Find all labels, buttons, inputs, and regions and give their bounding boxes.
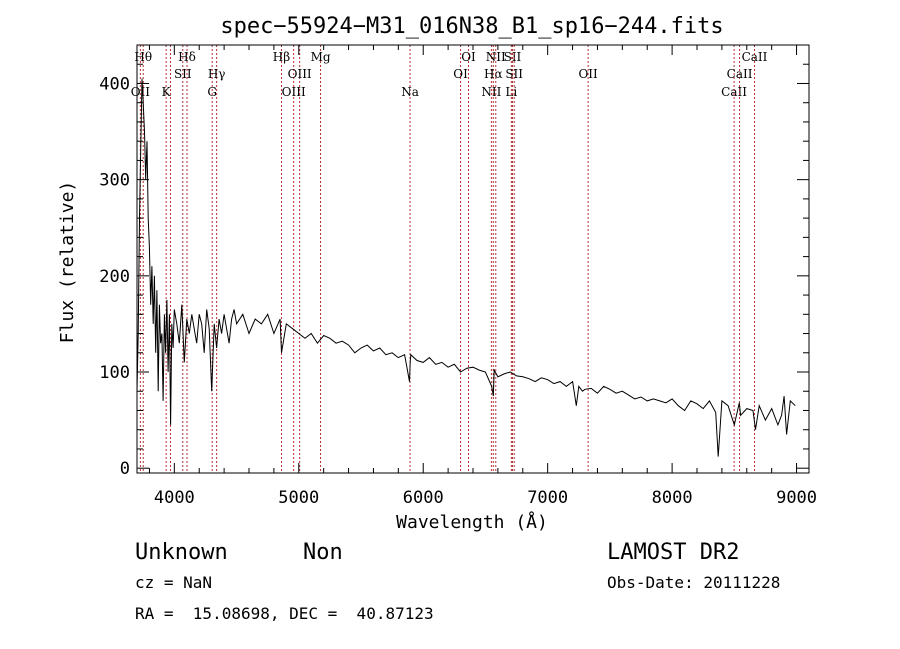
marker-label: NII <box>481 85 501 99</box>
marker-label: Hγ <box>208 67 226 81</box>
marker-label: OIII <box>288 67 312 81</box>
marker-label: OIII <box>282 85 306 99</box>
x-tick-label: 7000 <box>527 488 568 508</box>
marker-label: SII <box>505 67 523 81</box>
line-markers: OIIHθKSIIHδGHγHβOIIIOIIIMgNaOIOINIIHαNII… <box>131 45 768 473</box>
x-tick-label: 6000 <box>403 488 444 508</box>
marker-label: Hβ <box>273 50 290 64</box>
marker-label: Li <box>505 85 517 99</box>
object-class: Unknown <box>135 540 228 565</box>
marker-label: OII <box>131 85 151 99</box>
marker-label: K <box>162 85 172 99</box>
y-tick-label: 0 <box>120 459 130 479</box>
x-tick-label: 9000 <box>776 488 817 508</box>
survey-name: LAMOST DR2 <box>607 540 739 565</box>
marker-label: NII <box>486 50 506 64</box>
y-axis: 0 100 200 300 400 <box>99 63 809 479</box>
plot-frame <box>136 44 810 474</box>
spectrum-line <box>136 78 796 457</box>
marker-label: CaII <box>721 85 747 99</box>
chart-title: spec−55924−M31_016N38_B1_sp16−244.fits <box>220 14 723 39</box>
y-tick-label: 300 <box>99 171 130 191</box>
redshift-cz: cz = NaN <box>135 573 212 592</box>
marker-label: CaII <box>742 50 768 64</box>
observation-date: Obs-Date: 20111228 <box>607 573 780 592</box>
y-tick-label: 400 <box>99 74 130 94</box>
y-tick-label: 100 <box>99 363 130 383</box>
marker-label: Mg <box>311 50 331 64</box>
x-tick-label: 5000 <box>278 488 319 508</box>
marker-label: SII <box>174 67 192 81</box>
x-tick-label: 4000 <box>154 488 195 508</box>
y-axis-label: Flux (relative) <box>57 181 78 344</box>
x-tick-label: 8000 <box>652 488 693 508</box>
marker-label: OII <box>578 67 598 81</box>
ra-dec: RA = 15.08698, DEC = 40.87123 <box>135 604 434 623</box>
marker-label: Hα <box>484 67 503 81</box>
marker-label: Hδ <box>178 50 196 64</box>
object-subclass: Non <box>303 540 343 565</box>
marker-label: Na <box>401 85 419 99</box>
x-axis-label: Wavelength (Å) <box>396 511 548 533</box>
x-axis: 4000 5000 6000 7000 8000 9000 <box>148 45 817 508</box>
marker-label: CaII <box>727 67 753 81</box>
marker-label: Hθ <box>134 50 152 64</box>
marker-label: SII <box>504 50 522 64</box>
marker-label: OI <box>461 50 476 64</box>
marker-label: G <box>207 85 217 99</box>
marker-label: OI <box>453 67 468 81</box>
y-tick-label: 200 <box>99 267 130 287</box>
